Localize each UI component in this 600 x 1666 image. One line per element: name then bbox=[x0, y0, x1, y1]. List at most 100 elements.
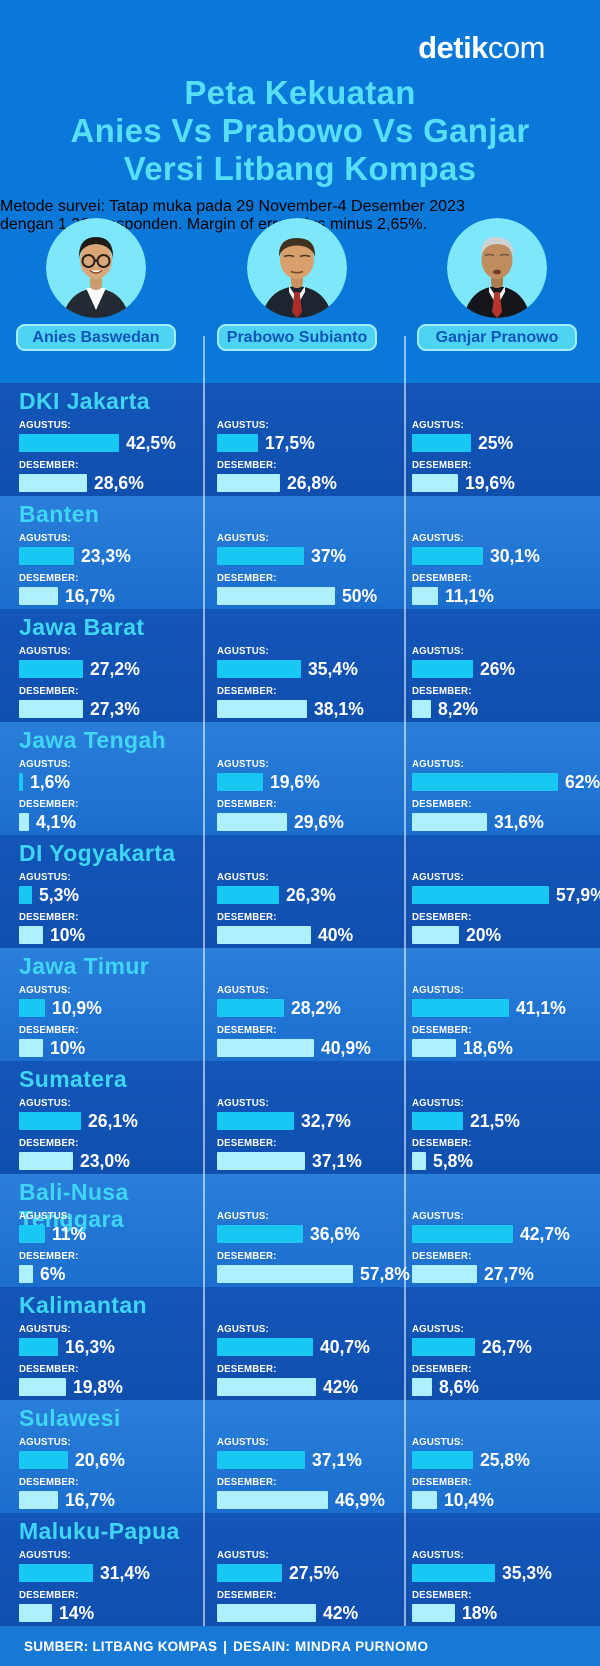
agustus-bar-row: 1,6% bbox=[19, 771, 203, 792]
desember-bar-row: 10% bbox=[19, 924, 203, 945]
region-row: DKI Jakarta AGUSTUS: 42,5% DESEMBER: 28,6% AG… bbox=[0, 383, 600, 496]
agustus-label: AGUSTUS: bbox=[217, 1210, 269, 1222]
region-row: Sumatera AGUSTUS: 26,1% DESEMBER: 23,0% AGUST… bbox=[0, 1061, 600, 1174]
agustus-value: 62% bbox=[565, 771, 600, 792]
agustus-value: 27,5% bbox=[288, 1562, 339, 1583]
agustus-bar bbox=[412, 1225, 513, 1243]
agustus-label: AGUSTUS: bbox=[217, 645, 269, 657]
desember-value: 10% bbox=[49, 924, 85, 945]
desember-value: 38,1% bbox=[313, 698, 364, 719]
regions-list: DKI Jakarta AGUSTUS: 42,5% DESEMBER: 28,6% AG… bbox=[0, 383, 600, 1626]
desember-value: 8,6% bbox=[439, 1376, 480, 1397]
desember-value: 27,3% bbox=[90, 698, 141, 719]
desember-bar-row: 14% bbox=[19, 1602, 203, 1623]
agustus-bar bbox=[217, 660, 301, 678]
desember-label: DESEMBER: bbox=[412, 1137, 472, 1149]
agustus-bar-row: 16,3% bbox=[19, 1336, 203, 1357]
desember-value: 20% bbox=[466, 924, 502, 945]
desember-label: DESEMBER: bbox=[412, 685, 472, 697]
agustus-bar-row: 23,3% bbox=[19, 545, 203, 566]
desember-bar bbox=[19, 1491, 59, 1509]
region-title: Jawa Tengah bbox=[19, 727, 167, 753]
desember-label: DESEMBER: bbox=[412, 798, 472, 810]
detikcom-logo: detikcom bbox=[0, 0, 600, 66]
agustus-bar bbox=[217, 999, 284, 1017]
region-title: Kalimantan bbox=[19, 1292, 147, 1318]
footer-separator: | bbox=[223, 1638, 228, 1654]
footer: SUMBER: LITBANG KOMPAS | DESAIN: MINDRA … bbox=[0, 1626, 600, 1666]
agustus-bar bbox=[217, 1338, 314, 1356]
candidate-name-pill-ganjar: Ganjar Pranowo bbox=[417, 324, 577, 351]
agustus-value: 42,7% bbox=[519, 1223, 570, 1244]
desember-bar-row: 37,1% bbox=[217, 1150, 405, 1171]
desember-bar bbox=[19, 1265, 34, 1283]
agustus-label: AGUSTUS: bbox=[217, 1097, 269, 1109]
agustus-value: 42,5% bbox=[126, 432, 177, 453]
desember-bar-row: 10,4% bbox=[412, 1489, 600, 1510]
agustus-bar-row: 17,5% bbox=[217, 432, 405, 453]
desember-bar-row: 10% bbox=[19, 1037, 203, 1058]
desember-bar-row: 42% bbox=[217, 1376, 405, 1397]
desember-bar bbox=[412, 700, 432, 718]
region-cell: AGUSTUS: 25,8% DESEMBER: 10,4% bbox=[405, 1400, 600, 1516]
candidate-name-pill-prabowo: Prabowo Subianto bbox=[217, 324, 377, 351]
agustus-bar-row: 62% bbox=[412, 771, 600, 792]
desember-bar-row: 57,8% bbox=[217, 1263, 410, 1284]
candidate-ganjar: Ganjar Pranowo bbox=[417, 218, 577, 351]
desember-bar-row: 8,6% bbox=[412, 1376, 600, 1397]
desember-label: DESEMBER: bbox=[19, 911, 79, 923]
agustus-bar-row: 35,3% bbox=[412, 1562, 600, 1583]
agustus-bar-row: 26,1% bbox=[19, 1110, 203, 1131]
region-row: Jawa Tengah AGUSTUS: 1,6% DESEMBER: 4,1% AGUS… bbox=[0, 722, 600, 835]
desember-bar bbox=[412, 1265, 478, 1283]
desember-value: 29,6% bbox=[293, 811, 344, 832]
agustus-bar-row: 27,5% bbox=[217, 1562, 405, 1583]
agustus-label: AGUSTUS: bbox=[412, 984, 464, 996]
desember-bar-row: 5,8% bbox=[412, 1150, 600, 1171]
agustus-value: 20,6% bbox=[74, 1449, 125, 1470]
agustus-bar bbox=[217, 547, 305, 565]
agustus-value: 11% bbox=[52, 1223, 87, 1244]
desember-bar-row: 6% bbox=[19, 1263, 203, 1284]
agustus-bar bbox=[19, 1225, 45, 1243]
desember-bar bbox=[19, 1152, 74, 1170]
agustus-bar-row: 11% bbox=[19, 1223, 203, 1244]
agustus-bar-row: 25% bbox=[412, 432, 600, 453]
desember-value: 28,6% bbox=[93, 472, 144, 493]
region-cell: Jawa Tengah AGUSTUS: 1,6% DESEMBER: 4,1% bbox=[0, 722, 203, 838]
agustus-value: 28,2% bbox=[290, 997, 341, 1018]
desember-label: DESEMBER: bbox=[19, 572, 79, 584]
method-line-1: Metode survei: Tatap muka pada 29 Novemb… bbox=[0, 198, 465, 215]
agustus-value: 31,4% bbox=[100, 1562, 150, 1583]
region-row: Sulawesi AGUSTUS: 20,6% DESEMBER: 16,7% AGUST… bbox=[0, 1400, 600, 1513]
agustus-bar bbox=[412, 886, 549, 904]
column-divider-2 bbox=[404, 336, 406, 1626]
region-title: DKI Jakarta bbox=[19, 388, 150, 414]
desember-value: 19,6% bbox=[465, 472, 516, 493]
desember-bar-row: 8,2% bbox=[412, 698, 600, 719]
desember-bar-row: 40% bbox=[217, 924, 405, 945]
agustus-label: AGUSTUS: bbox=[19, 871, 71, 883]
desember-value: 11,1% bbox=[445, 585, 495, 606]
column-divider-1 bbox=[203, 336, 205, 1626]
agustus-bar-row: 41,1% bbox=[412, 997, 600, 1018]
agustus-bar-row: 27,2% bbox=[19, 658, 203, 679]
desember-bar-row: 18% bbox=[412, 1602, 600, 1623]
desember-label: DESEMBER: bbox=[412, 572, 472, 584]
agustus-bar-row: 37% bbox=[217, 545, 405, 566]
desember-label: DESEMBER: bbox=[217, 911, 277, 923]
desember-bar bbox=[19, 926, 43, 944]
agustus-bar bbox=[19, 547, 74, 565]
desember-bar bbox=[217, 700, 307, 718]
desember-label: DESEMBER: bbox=[217, 685, 277, 697]
region-cell: Sulawesi AGUSTUS: 20,6% DESEMBER: 16,7% bbox=[0, 1400, 203, 1516]
desember-bar-row: 27,7% bbox=[412, 1263, 600, 1284]
agustus-bar-row: 35,4% bbox=[217, 658, 405, 679]
desember-bar bbox=[217, 587, 335, 605]
region-cell: DKI Jakarta AGUSTUS: 42,5% DESEMBER: 28,6% bbox=[0, 383, 203, 499]
region-cell: AGUSTUS: 26% DESEMBER: 8,2% bbox=[405, 609, 600, 725]
desember-bar bbox=[19, 1604, 52, 1622]
desember-bar bbox=[217, 1265, 354, 1283]
region-title: Maluku-Papua bbox=[19, 1518, 180, 1544]
